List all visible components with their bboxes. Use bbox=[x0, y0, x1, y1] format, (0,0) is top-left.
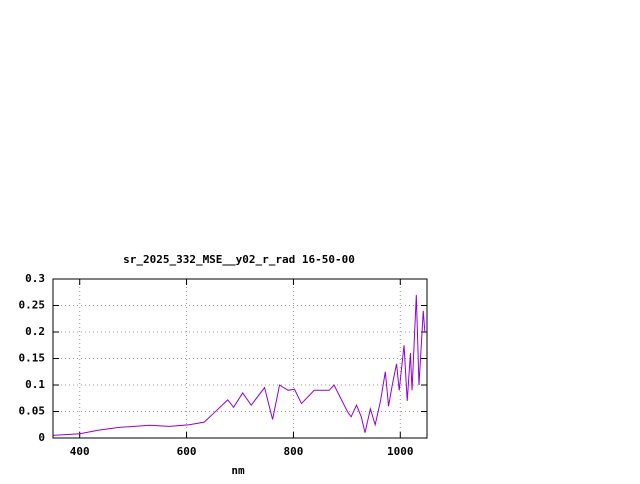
x-axis-label: nm bbox=[231, 464, 245, 477]
x-tick-label: 600 bbox=[177, 445, 197, 458]
y-tick-label: 0.2 bbox=[25, 325, 45, 338]
x-tick-label: 400 bbox=[70, 445, 90, 458]
y-tick-label: 0.1 bbox=[25, 378, 45, 391]
plot-border bbox=[52, 278, 428, 439]
data-line bbox=[52, 294, 426, 436]
y-tick-label: 0.15 bbox=[19, 352, 46, 365]
y-tick-label: 0.05 bbox=[19, 405, 46, 418]
y-tick-label: 0.3 bbox=[25, 272, 45, 285]
chart-title: sr_2025_332_MSE__y02_r_rad 16-50-00 bbox=[123, 253, 355, 266]
y-tick-label: 0.25 bbox=[19, 299, 46, 312]
x-tick-label: 1000 bbox=[387, 445, 414, 458]
y-tick-label: 0 bbox=[38, 431, 45, 444]
x-tick-label: 800 bbox=[283, 445, 303, 458]
